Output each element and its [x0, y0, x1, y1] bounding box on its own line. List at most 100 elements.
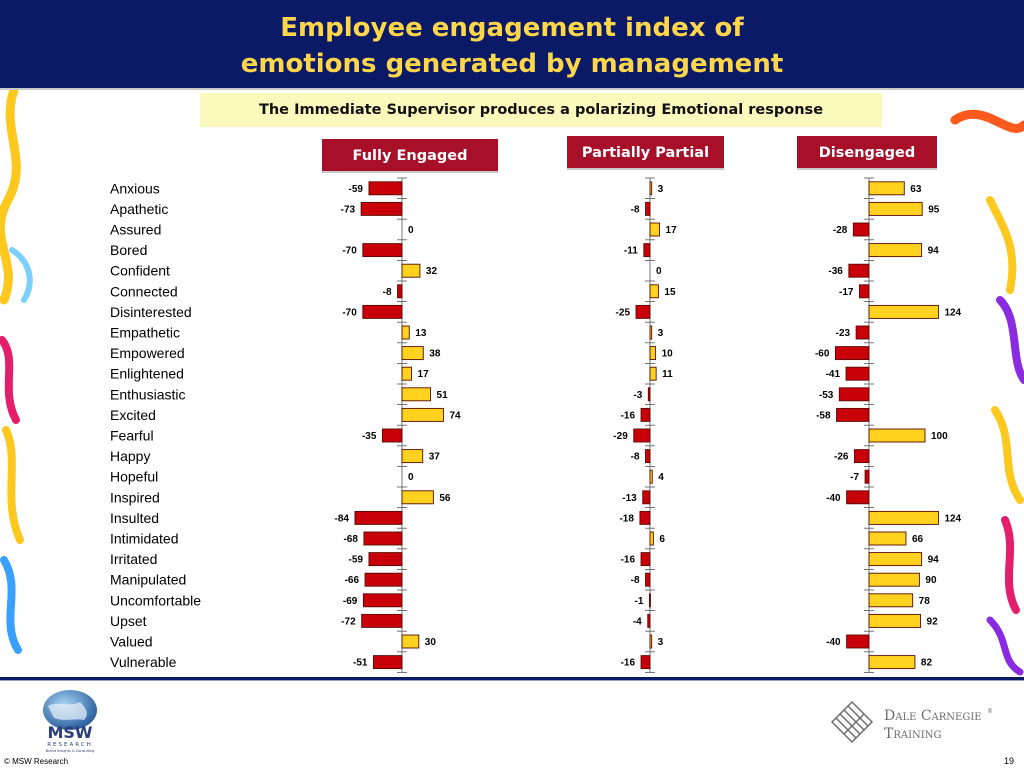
data-label-partially-partial-bored: -11	[624, 246, 638, 257]
data-label-disengaged-inspired: -40	[826, 493, 841, 504]
data-label-disengaged-uncomfortable: 78	[919, 596, 931, 607]
header-banner	[0, 0, 1024, 90]
data-label-partially-partial-insulted: -18	[619, 513, 634, 524]
data-label-fully-engaged-manipulated: -66	[345, 575, 360, 586]
bar-disengaged-empathetic	[855, 325, 870, 340]
dale-carnegie-emblem-icon	[830, 700, 874, 744]
bar-fully-engaged-confident	[401, 263, 421, 278]
category-label-upset: Upset	[110, 613, 147, 629]
category-label-irritated: Irritated	[110, 551, 157, 567]
category-label-assured: Assured	[110, 222, 161, 238]
data-label-fully-engaged-upset: -72	[341, 616, 356, 627]
category-label-fearful: Fearful	[110, 428, 154, 444]
data-label-partially-partial-empowered: 10	[662, 349, 674, 360]
data-label-partially-partial-intimidated: 6	[659, 534, 665, 545]
data-label-partially-partial-uncomfortable: -1	[635, 596, 644, 607]
data-label-fully-engaged-hopeful: 0	[408, 472, 414, 483]
category-label-anxious: Anxious	[110, 180, 160, 196]
bar-partially-partial-hopeful	[649, 469, 653, 484]
bar-partially-partial-uncomfortable	[648, 593, 651, 608]
bar-disengaged-vulnerable	[868, 655, 916, 670]
data-label-fully-engaged-valued: 30	[425, 637, 437, 648]
bar-disengaged-anxious	[868, 181, 905, 196]
bar-partially-partial-anxious	[649, 181, 653, 196]
data-label-disengaged-upset: 92	[927, 616, 939, 627]
dc-logo-line2: Training	[884, 726, 941, 742]
data-label-fully-engaged-empowered: 38	[429, 349, 441, 360]
data-label-disengaged-disinterested: 124	[944, 307, 961, 318]
data-label-fully-engaged-insulted: -84	[335, 513, 350, 524]
bar-disengaged-enthusiastic	[838, 387, 870, 402]
data-label-disengaged-irritated: 94	[928, 555, 940, 566]
bar-partially-partial-manipulated	[645, 572, 651, 587]
bar-disengaged-bored	[868, 243, 923, 258]
dale-carnegie-logo: Dale Carnegie ® Training	[830, 700, 993, 744]
data-label-fully-engaged-irritated: -59	[349, 555, 364, 566]
data-label-partially-partial-upset: -4	[633, 616, 642, 627]
data-label-fully-engaged-happy: 37	[429, 452, 441, 463]
category-label-enlightened: Enlightened	[110, 366, 184, 382]
bar-disengaged-insulted	[868, 510, 939, 525]
bar-disengaged-happy	[853, 449, 870, 464]
category-label-bored: Bored	[110, 242, 147, 258]
bar-partially-partial-empathetic	[649, 325, 653, 340]
bar-disengaged-fearful	[868, 428, 926, 443]
bar-fully-engaged-valued	[401, 634, 420, 649]
data-label-partially-partial-excited: -16	[621, 410, 636, 421]
bar-partially-partial-excited	[640, 407, 651, 422]
bar-disengaged-inspired	[846, 490, 870, 505]
data-label-fully-engaged-excited: 74	[449, 410, 461, 421]
data-label-disengaged-intimidated: 66	[912, 534, 924, 545]
subtitle: The Immediate Supervisor produces a pola…	[258, 102, 824, 118]
category-label-insulted: Insulted	[110, 510, 159, 526]
copyright-notice: © MSW Research	[4, 757, 69, 766]
bar-partially-partial-apathetic	[645, 201, 651, 216]
bar-partially-partial-vulnerable	[640, 655, 651, 670]
data-label-disengaged-insulted: 124	[944, 513, 961, 524]
bar-disengaged-manipulated	[868, 572, 920, 587]
data-label-partially-partial-valued: 3	[658, 637, 664, 648]
data-label-fully-engaged-inspired: 56	[439, 493, 451, 504]
title-line-2: emotions generated by management	[240, 49, 784, 79]
data-label-partially-partial-hopeful: 4	[658, 472, 664, 483]
data-label-disengaged-manipulated: 90	[925, 575, 937, 586]
data-label-partially-partial-fearful: -29	[613, 431, 628, 442]
bar-fully-engaged-bored	[362, 243, 403, 258]
data-label-fully-engaged-enthusiastic: 51	[437, 390, 449, 401]
data-label-disengaged-empathetic: -23	[836, 328, 851, 339]
bar-disengaged-excited	[836, 407, 870, 422]
bar-partially-partial-upset	[647, 613, 651, 628]
category-label-uncomfortable: Uncomfortable	[110, 592, 201, 608]
data-label-disengaged-assured: -28	[833, 225, 848, 236]
bar-fully-engaged-irritated	[368, 552, 403, 567]
data-label-partially-partial-empathetic: 3	[658, 328, 664, 339]
data-label-disengaged-vulnerable: 82	[921, 658, 933, 669]
bar-fully-engaged-enlightened	[401, 366, 412, 381]
data-label-fully-engaged-disinterested: -70	[342, 307, 357, 318]
data-label-disengaged-connected: -17	[839, 287, 854, 298]
data-label-fully-engaged-anxious: -59	[349, 184, 364, 195]
subtitle-banner: The Immediate Supervisor produces a pola…	[200, 93, 882, 127]
column-header-fully-engaged: Fully Engaged	[322, 139, 498, 173]
data-label-disengaged-apathetic: 95	[928, 204, 940, 215]
data-label-partially-partial-enlightened: 11	[662, 369, 673, 380]
data-label-partially-partial-anxious: 3	[658, 184, 664, 195]
data-label-partially-partial-connected: 15	[664, 287, 676, 298]
msw-logo-subtext: RESEARCH	[47, 742, 93, 748]
data-label-partially-partial-confident: 0	[656, 266, 662, 277]
bar-fully-engaged-upset	[361, 613, 403, 628]
bar-partially-partial-intimidated	[649, 531, 654, 546]
header-divider	[0, 88, 1024, 90]
page-number: 19	[1003, 756, 1014, 766]
bar-partially-partial-assured	[649, 222, 660, 237]
data-label-disengaged-empowered: -60	[815, 349, 830, 360]
bar-fully-engaged-inspired	[401, 490, 434, 505]
category-label-empowered: Empowered	[110, 345, 185, 361]
category-label-happy: Happy	[110, 448, 150, 464]
bar-fully-engaged-vulnerable	[372, 655, 403, 670]
bar-disengaged-apathetic	[868, 201, 923, 216]
category-label-confident: Confident	[110, 263, 170, 279]
category-label-disinterested: Disinterested	[110, 304, 192, 320]
data-label-partially-partial-apathetic: -8	[631, 204, 640, 215]
